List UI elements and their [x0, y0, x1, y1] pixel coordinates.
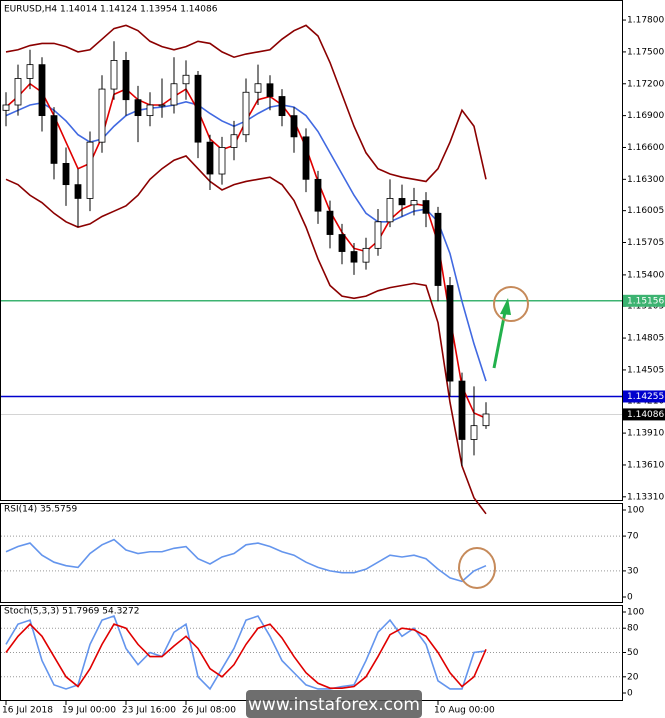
x-tick-label: 23 Jul 16:00 — [122, 706, 176, 716]
price-tag-label: 1.15156 — [627, 296, 664, 306]
candle-body — [254, 83, 262, 93]
watermark: www.instaforex.com — [248, 695, 420, 715]
candle-body — [458, 380, 466, 440]
candle-body — [326, 210, 334, 235]
candle-body — [218, 147, 226, 175]
y-tick-label: 1.13310 — [627, 492, 664, 502]
candle-body — [122, 60, 130, 101]
indicator-line — [5, 623, 487, 689]
y-tick-label: 100 — [627, 506, 644, 516]
y-tick-label: 1.14805 — [627, 334, 664, 344]
candle-body — [50, 115, 58, 164]
y-tick-label: 0 — [627, 593, 633, 603]
y-tick-label: 1.13610 — [627, 460, 664, 470]
rsi-circle — [458, 547, 496, 589]
y-tick-label: 0 — [627, 689, 633, 699]
target-circle — [493, 286, 529, 322]
y-tick-label: 20 — [627, 672, 639, 682]
y-tick-label: 80 — [627, 624, 639, 634]
candle-body — [374, 221, 382, 249]
candle-body — [422, 200, 430, 214]
candle-body — [290, 115, 298, 138]
candle-body — [74, 184, 82, 199]
candle-body — [98, 88, 106, 143]
price-tag-label: 1.14086 — [627, 410, 664, 420]
candle-body — [182, 74, 190, 85]
indicator-line — [5, 155, 487, 515]
candle-body — [302, 136, 310, 180]
panel-title: Stoch(5,3,3) 51.7969 54.3272 — [4, 607, 139, 617]
candle-body — [26, 64, 34, 79]
candle-body — [314, 178, 322, 212]
y-tick-label: 1.16900 — [627, 111, 664, 121]
candle-body — [362, 247, 370, 263]
watermark-box — [246, 690, 422, 718]
candle-body — [38, 64, 46, 117]
x-tick-label: 10 Aug 00:00 — [434, 706, 495, 716]
candle-body — [242, 91, 250, 136]
price-tag-label: 1.14255 — [627, 392, 664, 402]
plot-layer: EURUSD,H4 1.14014 1.14124 1.13954 1.1408… — [1, 5, 665, 716]
candle-body — [446, 285, 454, 382]
price-tag — [623, 294, 665, 307]
arrow-shaft — [492, 311, 507, 369]
panel-title: EURUSD,H4 1.14014 1.14124 1.13954 1.1408… — [4, 5, 218, 15]
candle-body — [482, 413, 490, 427]
y-tick-label: 1.16005 — [627, 206, 664, 216]
candle-body — [434, 212, 442, 286]
y-tick-label: 1.15400 — [627, 270, 664, 280]
price-tag — [623, 408, 665, 421]
y-tick-label: 70 — [627, 532, 639, 542]
candle-body — [206, 141, 214, 175]
candle-body — [194, 74, 202, 143]
y-tick-label: 1.16300 — [627, 175, 664, 185]
y-tick-label: 1.16600 — [627, 143, 664, 153]
candle-body — [386, 198, 394, 223]
candle-body — [410, 200, 418, 206]
arrow-head — [500, 298, 511, 315]
y-tick-label: 30 — [627, 566, 639, 576]
y-tick-label: 1.17500 — [627, 47, 664, 57]
candle-body — [134, 99, 142, 117]
candle-body — [170, 83, 178, 106]
y-tick-label: 1.13910 — [627, 429, 664, 439]
price-tag — [623, 390, 665, 403]
y-tick-label: 1.14505 — [627, 365, 664, 375]
candle-body — [266, 83, 274, 97]
indicator-line — [5, 538, 487, 583]
y-tick-label: 100 — [627, 608, 644, 618]
indicator-line — [5, 615, 487, 691]
panel-title: RSI(14) 35.5759 — [4, 505, 77, 515]
candle-body — [110, 60, 118, 90]
y-tick-label: 1.15705 — [627, 238, 664, 248]
candle-body — [350, 251, 358, 263]
y-tick-label: 50 — [627, 648, 639, 658]
x-tick-label: 16 Jul 2018 — [2, 706, 53, 716]
candle-body — [470, 425, 478, 440]
candle-body — [338, 234, 346, 252]
price-panel — [0, 0, 623, 501]
candle-body — [230, 134, 238, 148]
indicator-line — [5, 24, 487, 183]
y-tick-label: 1.17800 — [627, 16, 664, 26]
candle-body — [14, 78, 22, 106]
candle-body — [86, 141, 94, 199]
candle-body — [2, 104, 10, 111]
rsi-panel — [0, 503, 623, 603]
x-tick-label: 19 Jul 00:00 — [62, 706, 116, 716]
candle-body — [62, 162, 70, 186]
candle-body — [158, 104, 166, 107]
y-tick-label: 1.17200 — [627, 79, 664, 89]
candle-body — [146, 104, 154, 117]
x-tick-label: 26 Jul 08:00 — [182, 706, 236, 716]
candle-body — [278, 96, 286, 117]
candle-body — [398, 198, 406, 206]
